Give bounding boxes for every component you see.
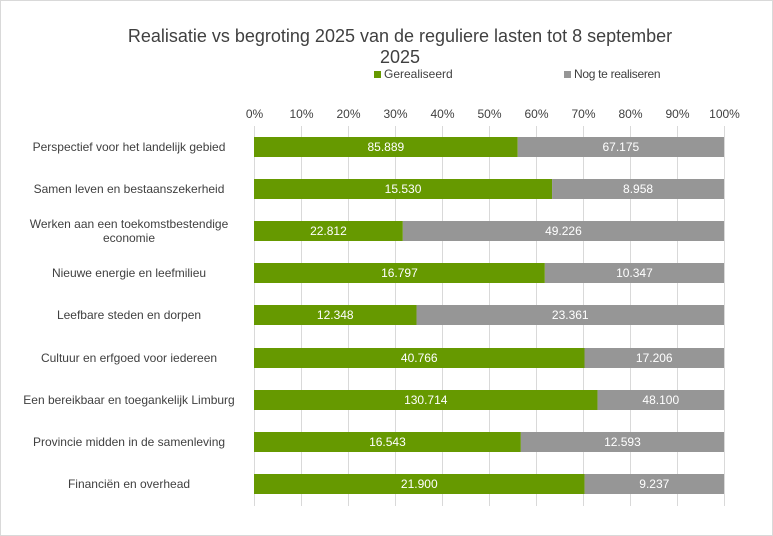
data-label-nog-te-realiseren: 23.361 xyxy=(552,308,589,322)
chart-title-line-2: 2025 xyxy=(379,47,421,67)
data-label-gerealiseerd: 16.543 xyxy=(369,435,406,449)
legend-swatch-gerealiseerd xyxy=(374,70,381,78)
category-label: Financiën en overhead xyxy=(68,477,190,491)
data-label-nog-te-realiseren: 17.206 xyxy=(636,351,673,365)
category-label: Leefbare steden en dorpen xyxy=(57,308,201,322)
legend-label-gerealiseerd: Gerealiseerd xyxy=(384,67,453,81)
data-label-nog-te-realiseren: 9.237 xyxy=(639,477,669,491)
bar-nog-te-realiseren xyxy=(544,263,724,283)
data-label-nog-te-realiseren: 12.593 xyxy=(604,435,641,449)
legend-swatch-nog-te-realiseren xyxy=(564,70,571,78)
category-label: Werken aan een toekomstbestendige xyxy=(30,217,229,231)
bar-nog-te-realiseren xyxy=(584,474,724,494)
data-label-nog-te-realiseren: 10.347 xyxy=(616,266,653,280)
data-label-nog-te-realiseren: 8.958 xyxy=(623,182,653,196)
bar-gerealiseerd xyxy=(254,179,553,199)
x-tick-label: 90% xyxy=(665,107,689,121)
category-label: Cultuur en erfgoed voor iedereen xyxy=(41,351,217,365)
bar-gerealiseerd xyxy=(254,432,521,452)
data-label-gerealiseerd: 85.889 xyxy=(368,140,405,154)
data-label-gerealiseerd: 21.900 xyxy=(401,477,438,491)
bar-nog-te-realiseren xyxy=(416,305,724,325)
bar-nog-te-realiseren xyxy=(584,348,724,368)
x-tick-label: 10% xyxy=(289,107,313,121)
data-label-gerealiseerd: 22.812 xyxy=(310,224,347,238)
chart-title: Realisatie vs begroting 2025 van de regu… xyxy=(100,26,700,68)
bar-nog-te-realiseren xyxy=(517,137,724,157)
x-tick-label: 0% xyxy=(246,107,264,121)
bar-gerealiseerd xyxy=(254,348,585,368)
category-label: Perspectief voor het landelijk gebied xyxy=(33,140,226,154)
bar-nog-te-realiseren xyxy=(402,221,724,241)
bar-nog-te-realiseren xyxy=(552,179,724,199)
data-label-gerealiseerd: 130.714 xyxy=(404,393,448,407)
category-label: Samen leven en bestaanszekerheid xyxy=(34,182,225,196)
bar-gerealiseerd xyxy=(254,221,403,241)
x-tick-label: 100% xyxy=(709,107,740,121)
legend-item-gerealiseerd: Gerealiseerd xyxy=(374,67,453,81)
x-tick-label: 70% xyxy=(571,107,595,121)
bar-gerealiseerd xyxy=(254,390,598,410)
category-label: Nieuwe energie en leefmilieu xyxy=(52,266,206,280)
data-label-gerealiseerd: 12.348 xyxy=(317,308,354,322)
x-tick-label: 60% xyxy=(524,107,548,121)
x-tick-label: 80% xyxy=(618,107,642,121)
legend-label-nog-te-realiseren: Nog te realiseren xyxy=(574,67,661,81)
data-label-nog-te-realiseren: 67.175 xyxy=(603,140,640,154)
x-tick-label: 40% xyxy=(430,107,454,121)
chart-title-line-1: Realisatie vs begroting 2025 van de regu… xyxy=(127,26,673,46)
data-label-gerealiseerd: 40.766 xyxy=(401,351,438,365)
category-label: Provincie midden in de samenleving xyxy=(33,435,225,449)
data-label-nog-te-realiseren: 48.100 xyxy=(642,393,679,407)
category-label: Een bereikbaar en toegankelijk Limburg xyxy=(23,393,234,407)
x-tick-label: 30% xyxy=(383,107,407,121)
bar-gerealiseerd xyxy=(254,137,518,157)
category-label: economie xyxy=(103,231,155,245)
bar-gerealiseerd xyxy=(254,474,585,494)
data-label-gerealiseerd: 16.797 xyxy=(381,266,418,280)
data-label-gerealiseerd: 15.530 xyxy=(385,182,422,196)
x-tick-label: 20% xyxy=(336,107,360,121)
bar-gerealiseerd xyxy=(254,305,417,325)
bar-nog-te-realiseren xyxy=(597,390,724,410)
data-label-nog-te-realiseren: 49.226 xyxy=(545,224,582,238)
bar-gerealiseerd xyxy=(254,263,545,283)
x-tick-label: 50% xyxy=(477,107,501,121)
legend-item-nog-te-realiseren: Nog te realiseren xyxy=(564,67,661,81)
bar-nog-te-realiseren xyxy=(520,432,724,452)
